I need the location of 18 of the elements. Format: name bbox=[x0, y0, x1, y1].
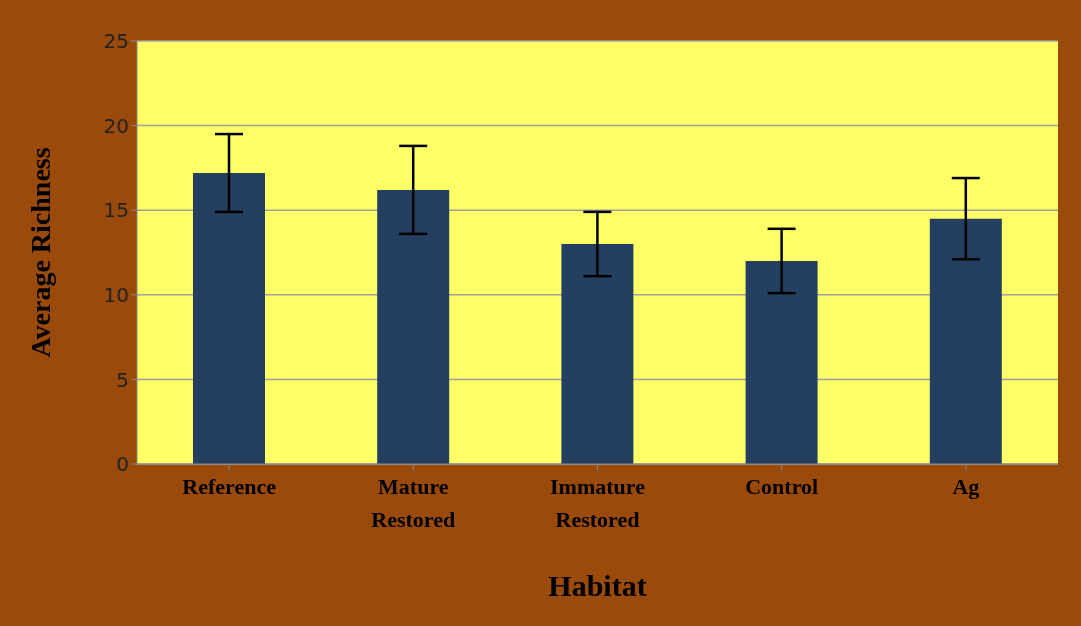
y-tick-label: 10 bbox=[103, 282, 129, 307]
bar bbox=[929, 218, 1002, 464]
bar bbox=[745, 260, 818, 464]
x-tick-label: Control bbox=[745, 474, 819, 499]
bar bbox=[561, 244, 634, 464]
y-tick-label: 0 bbox=[116, 452, 129, 477]
x-axis-title: Habitat bbox=[548, 569, 647, 602]
y-tick-label: 15 bbox=[103, 198, 129, 223]
y-tick-label: 5 bbox=[116, 367, 129, 392]
y-axis-title: Average Richness bbox=[24, 147, 56, 358]
y-tick-label: 25 bbox=[103, 29, 129, 54]
x-tick-label: Immature Restored bbox=[550, 474, 646, 532]
x-tick-label: Ag bbox=[952, 474, 980, 499]
x-tick-label: Mature Restored bbox=[371, 474, 456, 532]
bar bbox=[377, 189, 450, 464]
y-tick-label: 20 bbox=[103, 113, 129, 138]
x-tick-label: Reference bbox=[182, 474, 277, 499]
bar bbox=[193, 172, 265, 464]
